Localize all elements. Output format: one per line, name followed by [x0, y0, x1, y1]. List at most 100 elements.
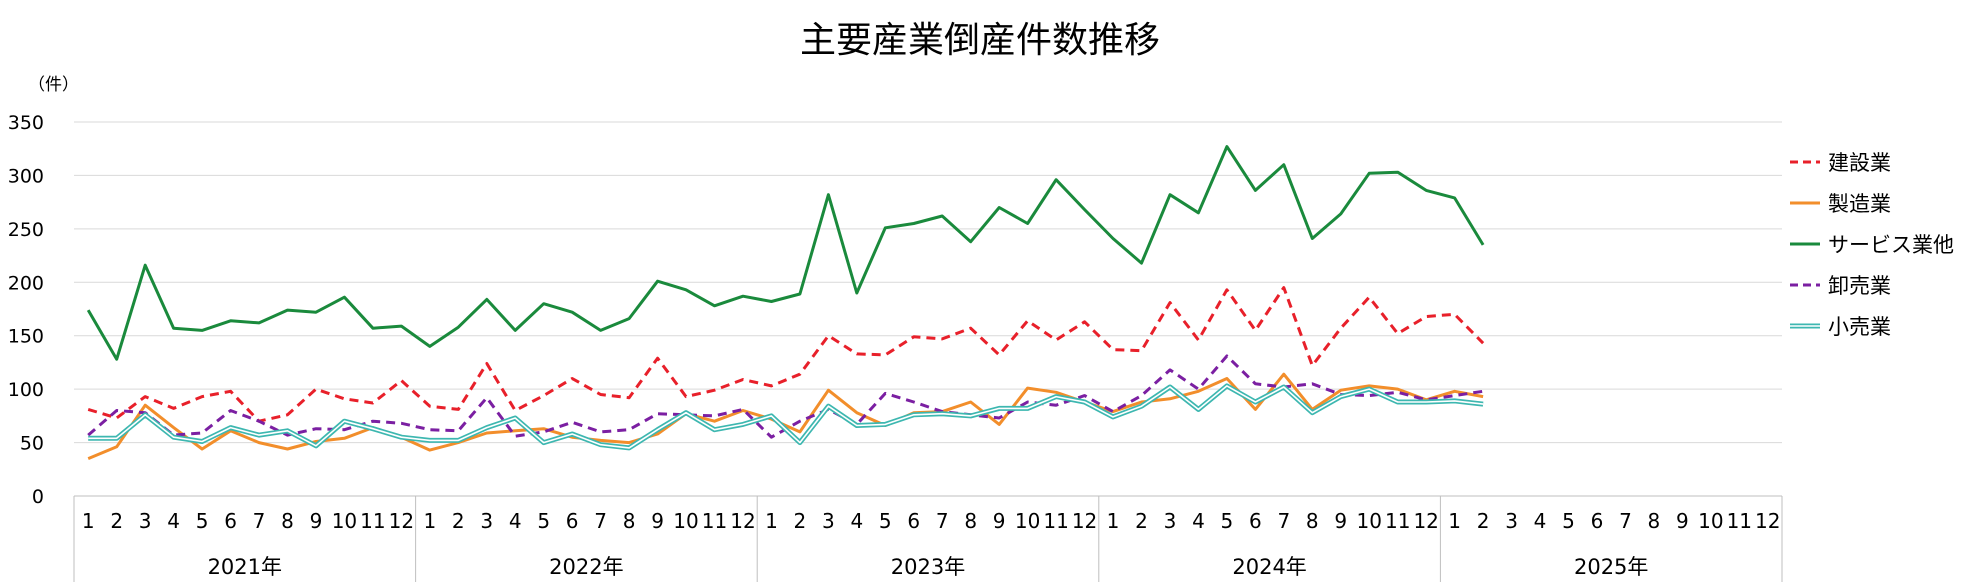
data-point	[599, 443, 602, 446]
data-point	[1112, 237, 1115, 240]
data-point	[741, 295, 744, 298]
data-point	[201, 447, 204, 450]
data-point	[371, 327, 374, 330]
data-point	[1282, 163, 1285, 166]
x-tick-label: 2	[1135, 509, 1148, 533]
data-point	[685, 288, 688, 291]
data-point	[884, 423, 887, 426]
data-point	[827, 405, 830, 408]
y-tick-label: 150	[8, 326, 44, 348]
data-point	[1339, 212, 1342, 215]
x-tick-label: 8	[1306, 509, 1319, 533]
data-point	[1396, 171, 1399, 174]
data-point	[400, 325, 403, 328]
data-point	[457, 408, 460, 411]
data-point	[514, 435, 517, 438]
x-tick-label: 4	[1534, 509, 1547, 533]
x-tick-label: 11	[1043, 509, 1068, 533]
x-tick-label: 11	[1385, 509, 1410, 533]
data-point	[1168, 368, 1171, 371]
data-point	[1197, 211, 1200, 214]
data-point	[1254, 189, 1257, 192]
data-point	[1425, 189, 1428, 192]
data-point	[485, 426, 488, 429]
legend-label: 製造業	[1828, 192, 1891, 216]
data-point	[1055, 395, 1058, 398]
data-point	[855, 291, 858, 294]
data-point	[656, 357, 659, 360]
data-point	[713, 414, 716, 417]
data-point	[1140, 349, 1143, 352]
data-point	[201, 395, 204, 398]
data-point	[485, 298, 488, 301]
data-point	[798, 293, 801, 296]
series-line-inner	[88, 385, 1484, 449]
data-point	[713, 428, 716, 431]
x-tick-label: 3	[822, 509, 835, 533]
data-point	[884, 353, 887, 356]
x-tick-label: 6	[566, 509, 579, 533]
data-point	[1453, 390, 1456, 393]
x-tick-label: 7	[936, 509, 949, 533]
data-point	[1197, 388, 1200, 391]
legend-label: サービス業他	[1828, 233, 1954, 257]
data-point	[457, 429, 460, 432]
y-tick-label: 50	[20, 433, 44, 455]
data-point	[1482, 390, 1485, 393]
data-point	[1197, 408, 1200, 411]
data-point	[741, 408, 744, 411]
x-tick-label: 11	[702, 509, 727, 533]
series-lines	[86, 145, 1485, 460]
data-point	[286, 447, 289, 450]
x-tick-label: 12	[730, 509, 755, 533]
series-line	[86, 145, 1485, 361]
data-point	[1254, 329, 1257, 332]
x-tick-label: 10	[332, 509, 357, 533]
data-point	[229, 319, 232, 322]
data-point	[258, 420, 261, 423]
data-point	[969, 414, 972, 417]
x-tick-label: 9	[1334, 509, 1347, 533]
series-小売業	[88, 383, 1484, 451]
legend-item: 建設業	[1790, 151, 1891, 175]
x-tick-label: 7	[594, 509, 607, 533]
data-point	[1055, 404, 1058, 407]
data-point	[855, 424, 858, 427]
data-point	[1055, 391, 1058, 394]
data-point	[912, 400, 915, 403]
data-point	[314, 388, 317, 391]
data-point	[286, 309, 289, 312]
x-tick-label: 4	[1192, 509, 1205, 533]
data-point	[1282, 386, 1285, 389]
data-point	[1168, 386, 1171, 389]
data-point	[1339, 395, 1342, 398]
data-point	[1112, 348, 1115, 351]
data-point	[1311, 237, 1314, 240]
data-point	[1482, 342, 1485, 345]
data-point	[542, 430, 545, 433]
data-point	[229, 426, 232, 429]
x-tick-label: 9	[310, 509, 323, 533]
data-point	[656, 428, 659, 431]
x-tick-label: 5	[537, 509, 550, 533]
data-point	[1311, 364, 1314, 367]
data-point	[599, 393, 602, 396]
data-point	[258, 434, 261, 437]
data-point	[599, 439, 602, 442]
data-point	[201, 431, 204, 434]
data-point	[343, 420, 346, 423]
data-point	[855, 411, 858, 414]
data-point	[172, 436, 175, 439]
data-point	[685, 411, 688, 414]
data-point	[998, 206, 1001, 209]
data-point	[1225, 377, 1228, 380]
data-point	[485, 431, 488, 434]
data-point	[144, 264, 147, 267]
data-point	[770, 436, 773, 439]
data-point	[514, 429, 517, 432]
data-point	[628, 396, 631, 399]
data-point	[1225, 355, 1228, 358]
data-point	[1026, 407, 1029, 410]
data-point	[314, 427, 317, 430]
data-point	[1055, 338, 1058, 341]
